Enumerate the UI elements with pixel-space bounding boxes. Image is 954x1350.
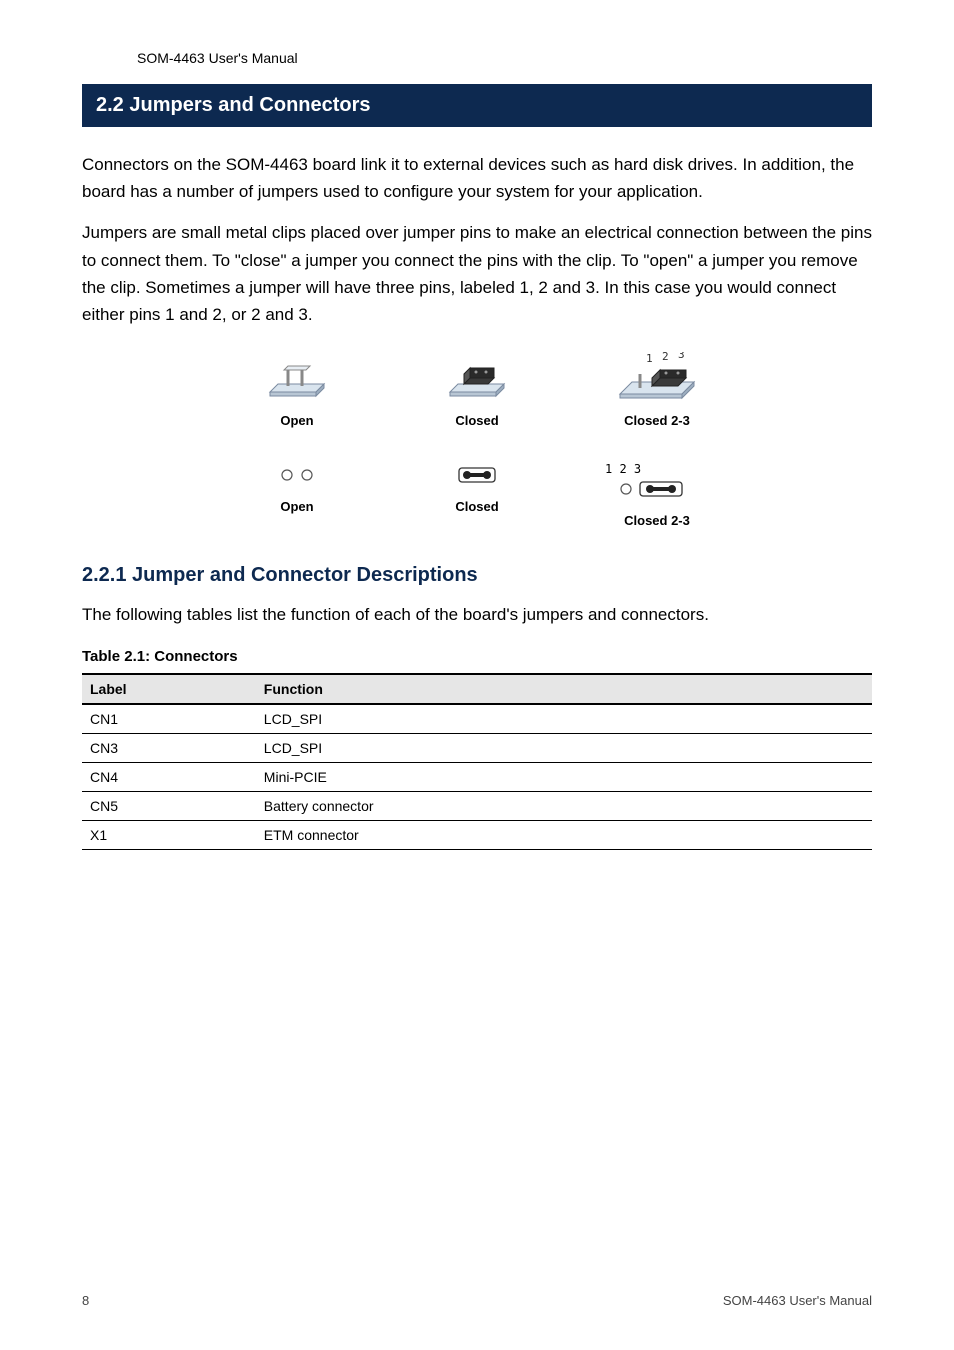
cell-label: CN4 (82, 763, 256, 792)
section-number: 2.2 (96, 94, 124, 116)
page-number: 8 (82, 1293, 89, 1308)
page-footer: 8 SOM-4463 User's Manual (82, 1293, 872, 1308)
doc-title: SOM-4463 User's Manual (137, 50, 872, 66)
jumper-closed-top-label: Closed (417, 499, 537, 514)
subsection-title: Jumper and Connector Descriptions (132, 564, 478, 586)
svg-text:3: 3 (678, 352, 685, 361)
table-row: CN5 Battery connector (82, 792, 872, 821)
cell-label: CN5 (82, 792, 256, 821)
svg-text:2: 2 (662, 352, 669, 363)
footer-title: SOM-4463 User's Manual (723, 1293, 872, 1308)
section-title: Jumpers and Connectors (129, 94, 370, 116)
jumper-open-label: Open (237, 413, 357, 428)
table-header-label: Label (82, 674, 256, 704)
jumper-closed-label: Closed (417, 413, 537, 428)
subsection-number: 2.2.1 (82, 564, 126, 586)
intro-paragraph-2: Jumpers are small metal clips placed ove… (82, 219, 872, 328)
connectors-table-title: Table 2.1: Connectors (82, 648, 872, 665)
cell-label: CN3 (82, 734, 256, 763)
section-heading: 2.2 Jumpers and Connectors (82, 84, 872, 127)
subsection-paragraph: The following tables list the function o… (82, 601, 872, 628)
jumper-figure: Open Closed 1 2 3 (82, 352, 872, 528)
jumper-closed23-3d-icon: 1 2 3 (612, 352, 702, 402)
connectors-table: Label Function CN1 LCD_SPI CN3 LCD_SPI C… (82, 673, 872, 850)
cell-label: X1 (82, 821, 256, 850)
cell-function: LCD_SPI (256, 704, 872, 734)
intro-paragraph-1: Connectors on the SOM-4463 board link it… (82, 151, 872, 205)
table-row: CN4 Mini-PCIE (82, 763, 872, 792)
pin-numbers: 1 2 3 (597, 462, 717, 476)
jumper-open-3d-icon (262, 352, 332, 402)
subsection-heading: 2.2.1 Jumper and Connector Descriptions (82, 564, 872, 587)
cell-function: Battery connector (256, 792, 872, 821)
jumper-closed-top-icon (447, 462, 507, 488)
jumper-closed23-label: Closed 2-3 (597, 413, 717, 428)
table-row: CN1 LCD_SPI (82, 704, 872, 734)
jumper-closed-3d-icon (442, 352, 512, 402)
jumper-closed23-top-icon (612, 476, 702, 502)
cell-function: Mini-PCIE (256, 763, 872, 792)
jumper-closed23-top-label: Closed 2-3 (597, 513, 717, 528)
cell-function: ETM connector (256, 821, 872, 850)
table-row: CN3 LCD_SPI (82, 734, 872, 763)
table-header-function: Function (256, 674, 872, 704)
cell-function: LCD_SPI (256, 734, 872, 763)
jumper-open-top-icon (267, 462, 327, 488)
svg-text:1: 1 (646, 352, 653, 365)
jumper-open-top-label: Open (237, 499, 357, 514)
table-row: X1 ETM connector (82, 821, 872, 850)
cell-label: CN1 (82, 704, 256, 734)
